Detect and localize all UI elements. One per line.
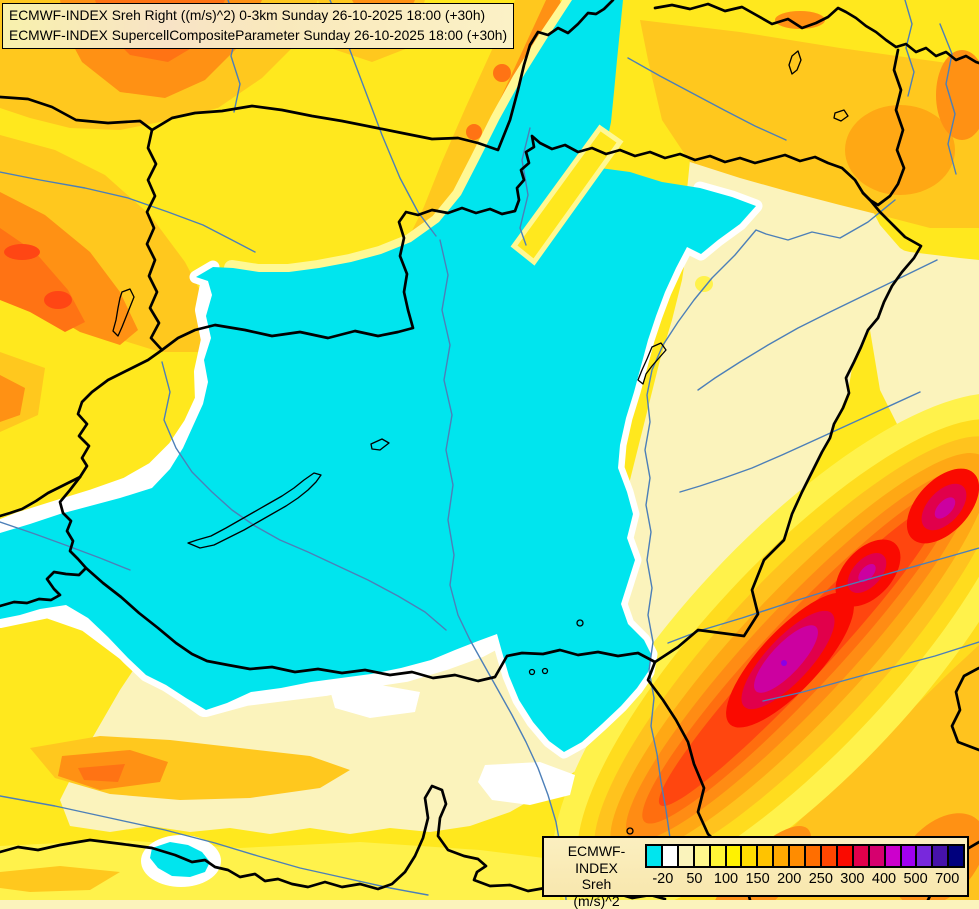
colorbar-cell bbox=[902, 846, 918, 866]
colorbar-cell bbox=[711, 846, 727, 866]
colorbar-cell bbox=[727, 846, 743, 866]
red-spot bbox=[4, 244, 40, 260]
colorbar-cell bbox=[917, 846, 933, 866]
colorbar-label: -20 bbox=[652, 871, 673, 887]
colorbar bbox=[645, 844, 965, 868]
colorbar-cell bbox=[790, 846, 806, 866]
colorbar-cell bbox=[679, 846, 695, 866]
colorbar-cell bbox=[838, 846, 854, 866]
colorbar-label: 500 bbox=[903, 871, 927, 887]
legend-model-name: ECMWF-INDEX bbox=[548, 843, 645, 876]
red-spot bbox=[44, 291, 72, 309]
colorbar-cell bbox=[949, 846, 963, 866]
colorbar-cell bbox=[933, 846, 949, 866]
colorbar-cell bbox=[774, 846, 790, 866]
map-title-box: ECMWF-INDEX Sreh Right ((m/s)^2) 0-3km S… bbox=[2, 3, 514, 49]
map-title-line1: ECMWF-INDEX Sreh Right ((m/s)^2) 0-3km S… bbox=[9, 6, 507, 26]
colorbar-cell bbox=[742, 846, 758, 866]
colorbar-label: 100 bbox=[714, 871, 738, 887]
colorbar-cell bbox=[647, 846, 663, 866]
colorbar-cell bbox=[854, 846, 870, 866]
legend-units: (m/s)^2 bbox=[548, 893, 645, 909]
colorbar-cell bbox=[822, 846, 838, 866]
colorbar-label: 150 bbox=[745, 871, 769, 887]
colorbar-labels: -20 50 100 150 200 250 300 400 500 700 bbox=[647, 869, 963, 891]
colorbar-label: 300 bbox=[840, 871, 864, 887]
colorbar-label: 200 bbox=[777, 871, 801, 887]
colorbar-label: 50 bbox=[686, 871, 702, 887]
map-title-line2: ECMWF-INDEX SupercellCompositeParameter … bbox=[9, 26, 507, 46]
colorbar-cell bbox=[870, 846, 886, 866]
legend-text-block: ECMWF-INDEX Sreh (m/s)^2 bbox=[548, 843, 645, 909]
colorbar-cell bbox=[806, 846, 822, 866]
colorbar-cell bbox=[695, 846, 711, 866]
colorbar-cell bbox=[886, 846, 902, 866]
purple-peak-dot bbox=[781, 660, 787, 666]
legend-parameter: Sreh bbox=[548, 876, 645, 893]
colorbar-label: 700 bbox=[935, 871, 959, 887]
colorbar-label: 400 bbox=[872, 871, 896, 887]
colorbar-label: 250 bbox=[809, 871, 833, 887]
colorbar-cell bbox=[758, 846, 774, 866]
colorbar-cell bbox=[663, 846, 679, 866]
